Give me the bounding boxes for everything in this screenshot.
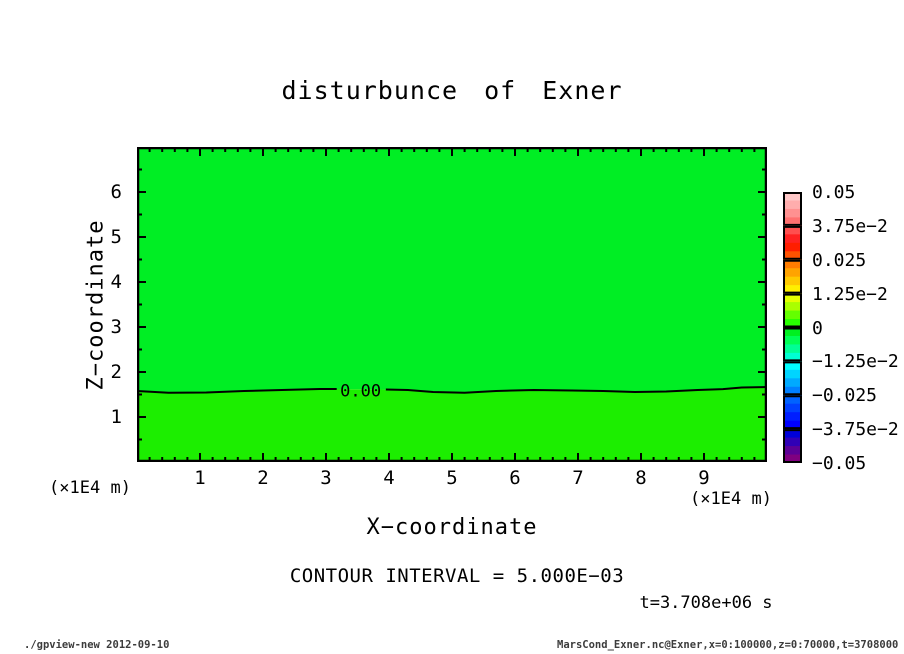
colorbar-tick-label: 0 (812, 317, 823, 339)
colorbar-tick-label: 0.05 (812, 182, 856, 203)
x-tick-label: 7 (572, 467, 584, 489)
x-tick-label: 6 (509, 467, 521, 489)
x-tick-label: 1 (194, 467, 206, 489)
x-tick-label: 5 (446, 467, 458, 489)
colorbar-tick-label: −0.05 (812, 453, 867, 474)
y-tick-label: 2 (110, 361, 122, 383)
y-tick-label: 4 (110, 271, 122, 293)
contour-line-label: 0.00 (340, 382, 381, 402)
colorbar-svg (783, 192, 802, 463)
y-tick-label: 1 (110, 406, 122, 428)
plot-area: 0.00 (137, 147, 767, 462)
x-axis-label: X−coordinate (366, 515, 538, 540)
colorbar (783, 192, 802, 463)
plot-svg: 0.00 (137, 147, 767, 462)
x-tick-label: 4 (383, 467, 395, 489)
colorbar-tick-label: −0.025 (812, 385, 878, 407)
colorbar-tick-label: −3.75e−2 (812, 419, 899, 441)
x-tick-label: 9 (698, 467, 710, 489)
footer-source-text: MarsCond_Exner.nc@Exner,x=0:100000,z=0:7… (557, 639, 899, 651)
contour-interval-label: CONTOUR INTERVAL = 5.000E−03 (289, 565, 625, 587)
x-tick-label: 8 (635, 467, 647, 489)
y-tick-label: 3 (110, 316, 122, 338)
colorbar-tick-label: 1.25e−2 (812, 283, 888, 305)
x-tick-label: 2 (257, 467, 269, 489)
time-label: t=3.708e+06 s (639, 593, 773, 613)
colorbar-tick-label: 0.025 (812, 249, 867, 271)
chart-title: disturbunce of Exner (281, 76, 623, 105)
y-unit-label: (×1E4 m) (49, 478, 131, 498)
y-tick-label: 5 (110, 226, 122, 248)
y-tick-label: 6 (110, 181, 122, 203)
x-unit-label: (×1E4 m) (690, 489, 772, 509)
colorbar-tick-label: 3.75e−2 (812, 215, 888, 237)
footer-command-text: ./gpview-new 2012-09-10 (24, 639, 170, 651)
x-tick-label: 3 (320, 467, 332, 489)
colorbar-tick-label: −1.25e−2 (812, 351, 899, 373)
